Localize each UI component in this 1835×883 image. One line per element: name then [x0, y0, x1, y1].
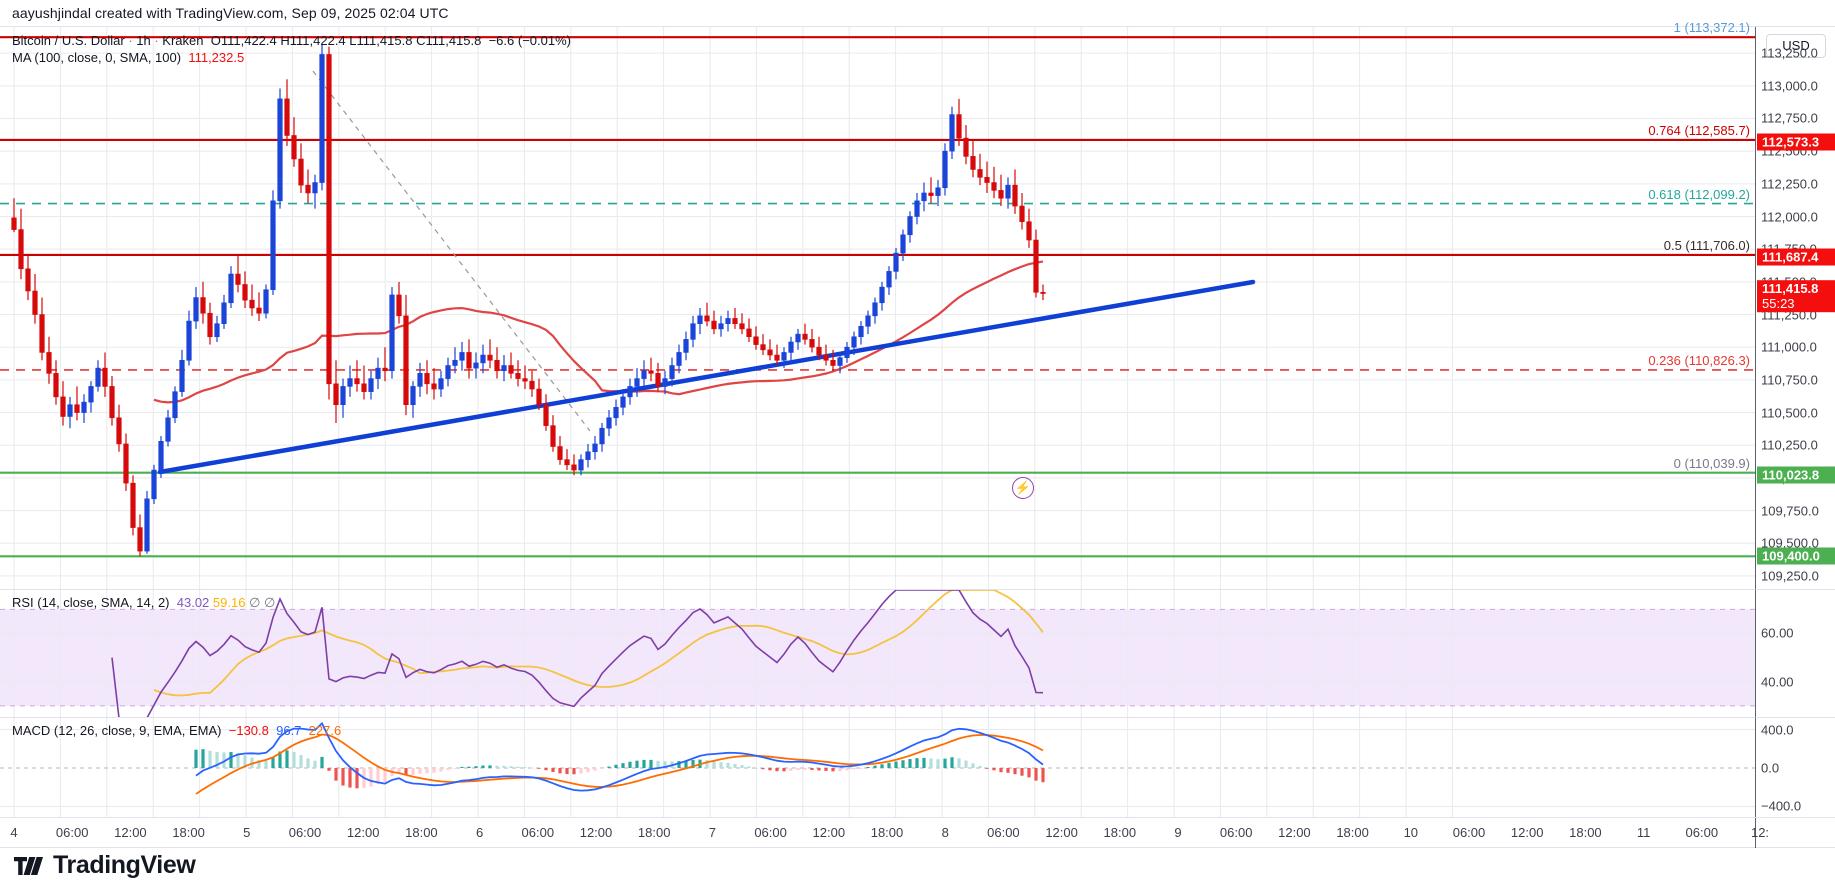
price-pill[interactable]: 111,687.4	[1757, 248, 1835, 266]
time-tick: 06:00	[1219, 825, 1253, 840]
chart-frame: USD 113,250.0 113,000.0 112,750.0 112,500.0…	[0, 20, 1835, 818]
time-tick: 12:00	[1510, 825, 1544, 840]
time-axis[interactable]: 4 06:00 12:00 18:00 5 06:00 12:00 18:00 6 06:00 12…	[0, 818, 1835, 848]
pill-price: 111,415.8	[1762, 281, 1819, 297]
price-scale-main[interactable]: USD 113,250.0 113,000.0 112,750.0 112,500.0…	[1755, 27, 1835, 589]
price-tick: 109,250.0	[1761, 568, 1819, 584]
bolt-glyph: ⚡	[1014, 480, 1032, 495]
time-tick: 12:00	[1045, 825, 1078, 840]
macd-chart-svg	[0, 718, 1755, 817]
time-tick: 18:00	[1336, 825, 1369, 840]
time-tick: 18:00	[405, 825, 438, 840]
time-tick: 7	[708, 825, 717, 840]
attribution-bar: aayushjindal created with TradingView.co…	[0, 0, 1835, 26]
time-tick: 18:00	[1569, 825, 1602, 840]
rsi-tick: 60.00	[1761, 625, 1794, 641]
time-tick: 12:00	[346, 825, 380, 840]
rsi-tick: 40.00	[1761, 674, 1794, 690]
price-chart-svg	[0, 27, 1755, 589]
time-tick: 12:00	[114, 825, 147, 840]
price-scale-macd[interactable]: 400.0 0.0 −400.0	[1755, 717, 1835, 817]
footer: TradingView	[0, 848, 1835, 883]
time-tick: 06:00	[1685, 825, 1719, 840]
time-tick: 12:00	[579, 825, 613, 840]
time-tick: 06:00	[987, 825, 1020, 840]
time-tick: 4	[10, 825, 18, 840]
price-pill[interactable]: 112,573.3	[1757, 133, 1835, 151]
price-tick: 113,000.0	[1761, 78, 1818, 94]
lightning-bolt-icon[interactable]: ⚡	[1012, 477, 1034, 499]
time-tick: 12:00	[812, 825, 846, 840]
macd-pane[interactable]	[0, 717, 1755, 817]
time-tick: 12:	[1750, 825, 1770, 840]
time-tick: 06:00	[1452, 825, 1486, 840]
tradingview-logo-icon	[14, 856, 43, 875]
time-tick: 11	[1636, 825, 1651, 840]
time-tick: 06:00	[521, 825, 555, 840]
time-tick: 06:00	[754, 825, 787, 840]
attribution-text: aayushjindal created with TradingView.co…	[12, 5, 449, 21]
time-tick: 18:00	[1103, 825, 1137, 840]
time-tick: 18:00	[172, 825, 205, 840]
price-tick: 109,500.0	[1761, 535, 1819, 551]
macd-tick: 0.0	[1761, 760, 1780, 776]
price-pill[interactable]: 110,023.8	[1757, 466, 1835, 484]
time-tick: 5	[243, 825, 251, 840]
price-scale-rsi[interactable]: 60.00 40.00	[1755, 589, 1835, 717]
footer-brand: TradingView	[53, 851, 196, 879]
time-tick: 12:00	[1278, 825, 1311, 840]
time-tick: 06:00	[55, 825, 89, 840]
time-tick: 6	[475, 825, 484, 840]
price-tick: 110,750.0	[1761, 372, 1818, 388]
time-axis-divider	[1755, 818, 1756, 848]
time-tick: 9	[1174, 825, 1182, 840]
pill-countdown: 55:23	[1762, 296, 1795, 312]
currency-badge[interactable]: USD	[1766, 34, 1826, 58]
price-tick: 113,250.0	[1761, 45, 1818, 61]
price-tick: 112,000.0	[1761, 209, 1818, 224]
macd-tick: 400.0	[1761, 722, 1794, 738]
price-tick: 112,250.0	[1761, 176, 1818, 192]
price-tick: 111,000.0	[1761, 339, 1817, 355]
rsi-chart-svg	[0, 590, 1755, 717]
time-tick: 8	[941, 825, 949, 840]
price-pill[interactable]: 109,400.0	[1757, 547, 1835, 565]
time-tick: 18:00	[870, 825, 904, 840]
time-tick: 06:00	[288, 825, 322, 840]
price-tick: 110,500.0	[1761, 405, 1818, 421]
price-pill[interactable]: 111,415.8 55:23	[1757, 280, 1835, 313]
price-tick: 110,250.0	[1761, 437, 1818, 453]
rsi-pane[interactable]	[0, 589, 1755, 717]
time-tick: 10	[1403, 825, 1419, 840]
price-tick: 112,750.0	[1761, 110, 1818, 126]
main-price-pane[interactable]	[0, 27, 1755, 589]
price-tick: 109,750.0	[1761, 503, 1819, 519]
macd-tick: −400.0	[1761, 798, 1802, 814]
time-tick: 18:00	[637, 825, 671, 840]
